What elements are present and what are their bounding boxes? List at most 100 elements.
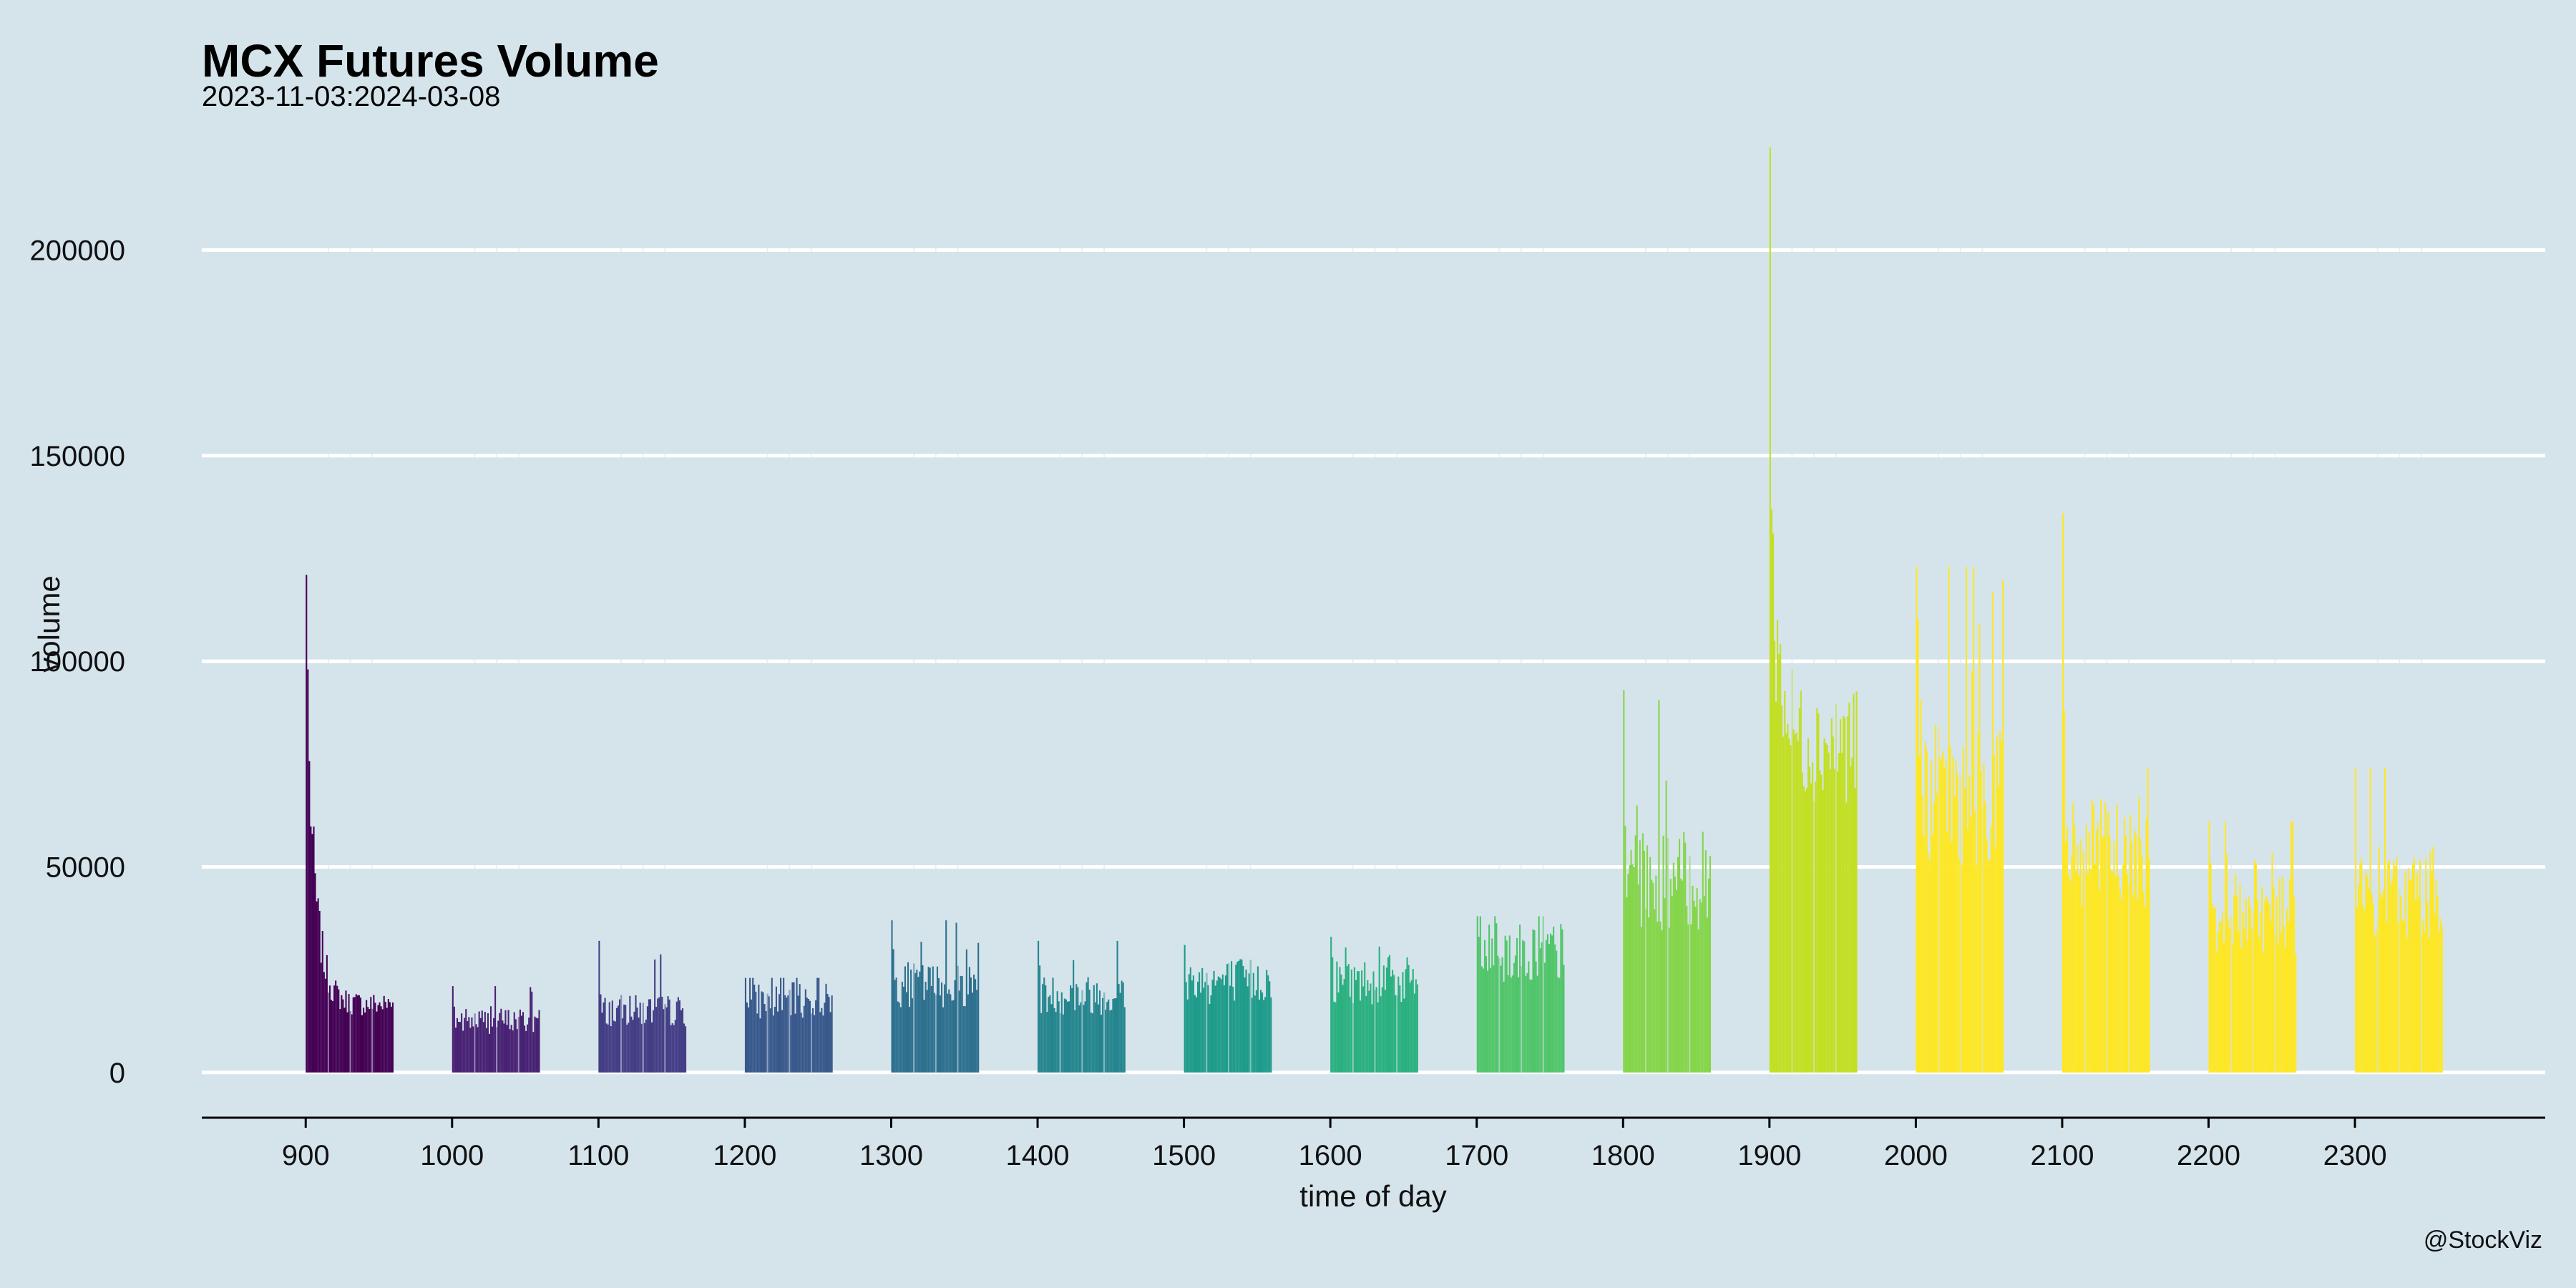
bar [2393, 862, 2395, 1073]
bar [1197, 981, 1199, 1073]
bar [1413, 993, 1415, 1073]
bar [2138, 797, 2140, 1073]
bar [758, 985, 760, 1073]
bar [1847, 716, 1849, 1073]
bar [819, 1012, 821, 1073]
bar-gap [1352, 143, 1354, 1073]
bar [1920, 700, 1922, 1073]
bar [1355, 980, 1357, 1073]
bar [2148, 859, 2150, 1073]
bar [1974, 811, 1976, 1073]
bar [2239, 884, 2241, 1073]
bar [1819, 770, 1821, 1073]
bar [2401, 919, 2404, 1073]
bar [955, 922, 957, 1073]
bar [2135, 835, 2137, 1073]
bar [1078, 1005, 1080, 1073]
bar [370, 997, 372, 1073]
x-tick-label: 2100 [2030, 1140, 2094, 1171]
bar [1333, 1001, 1335, 1073]
bar [1659, 921, 1662, 1073]
bar [1096, 983, 1098, 1073]
bar [942, 1007, 945, 1073]
bar [1775, 701, 1777, 1073]
bar [525, 1030, 527, 1073]
bar [1522, 940, 1524, 1073]
bar [1931, 834, 1933, 1073]
bar [932, 966, 934, 1073]
bar [1239, 959, 1241, 1073]
bar [1679, 839, 1681, 1073]
x-axis-title: time of day [1299, 1179, 1446, 1213]
bar [1809, 766, 1811, 1073]
bar [1665, 780, 1667, 1073]
bar [1385, 967, 1387, 1073]
bar [2062, 513, 2064, 1073]
bar [502, 1020, 504, 1073]
bar-gap [2084, 143, 2086, 1073]
bar [1184, 945, 1186, 1073]
bar [790, 1015, 792, 1073]
bar [1683, 831, 1685, 1073]
bar [1662, 835, 1664, 1073]
bar [1976, 864, 1978, 1073]
bar [1380, 996, 1382, 1073]
bar [1649, 857, 1652, 1073]
bar [960, 975, 962, 1073]
bar [2107, 811, 2109, 1073]
bar [2081, 905, 2083, 1073]
bar [1405, 969, 1407, 1073]
bar-gap [1227, 143, 1229, 1073]
bar [1045, 985, 1047, 1073]
bar [1812, 762, 1814, 1073]
bar [1106, 1002, 1108, 1073]
x-tick-label: 1900 [1737, 1140, 1801, 1171]
bar [1244, 977, 1246, 1073]
bar-gap [1396, 143, 1398, 1073]
bar [1933, 802, 1936, 1073]
bar [1556, 950, 1558, 1073]
bar-gap [2274, 143, 2276, 1073]
y-axis-title: volume [32, 575, 66, 672]
bar [1780, 643, 1782, 1073]
bar [531, 991, 533, 1073]
bar [1105, 1009, 1107, 1073]
bar [1234, 1000, 1236, 1073]
bar [2119, 889, 2121, 1073]
bar [2131, 841, 2133, 1073]
bar [898, 1002, 900, 1073]
bar [1262, 992, 1264, 1073]
bar [1917, 620, 1919, 1073]
bar [1485, 956, 1488, 1073]
bar [367, 1007, 369, 1073]
bar [600, 994, 602, 1073]
bar [1538, 916, 1540, 1073]
bar [2293, 897, 2296, 1073]
bar [2368, 888, 2370, 1073]
bar [1949, 746, 1951, 1073]
bar [2439, 918, 2441, 1073]
bar [1519, 924, 1521, 1073]
bar [1829, 769, 1831, 1073]
bar [1651, 879, 1653, 1073]
bar [2400, 895, 2402, 1073]
bar [1563, 965, 1565, 1073]
bar [1526, 972, 1528, 1073]
bar [1511, 975, 1513, 1073]
bar [828, 997, 830, 1073]
bar [2431, 871, 2433, 1073]
bar-gap [957, 143, 959, 1073]
bar [1123, 1007, 1126, 1073]
bar [1071, 987, 1073, 1073]
bar [1395, 995, 1397, 1073]
bar [1116, 940, 1118, 1073]
bar-gap [1644, 143, 1646, 1073]
bar [2240, 948, 2243, 1073]
bar [1269, 981, 1271, 1073]
bar [1504, 935, 1506, 1073]
bar [2126, 874, 2129, 1073]
bar [1523, 941, 1526, 1073]
bar [800, 1013, 802, 1073]
bar [1381, 987, 1383, 1073]
bar [499, 1013, 501, 1073]
